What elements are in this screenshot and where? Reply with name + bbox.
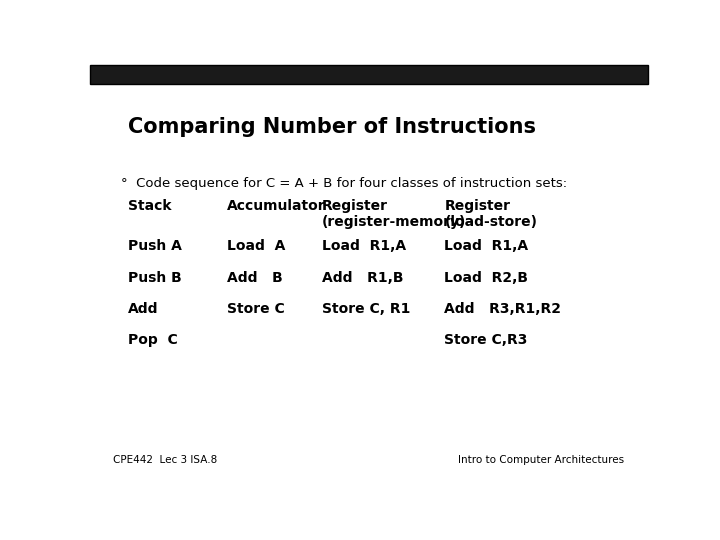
Text: Store C,R3: Store C,R3 [444, 333, 528, 347]
Text: CPE442  Lec 3 ISA.8: CPE442 Lec 3 ISA.8 [114, 455, 217, 465]
Text: Load  A: Load A [227, 239, 285, 253]
Text: Store C: Store C [227, 302, 284, 316]
Text: Stack: Stack [128, 199, 171, 213]
Text: Load  R1,A: Load R1,A [322, 239, 405, 253]
Text: Add: Add [128, 302, 158, 316]
Text: Register: Register [444, 199, 510, 213]
Text: (load-store): (load-store) [444, 215, 537, 230]
FancyBboxPatch shape [90, 65, 648, 84]
Text: Comparing Number of Instructions: Comparing Number of Instructions [128, 117, 536, 137]
Text: Pop  C: Pop C [128, 333, 178, 347]
Text: Push B: Push B [128, 271, 181, 285]
Text: °  Code sequence for C = A + B for four classes of instruction sets:: ° Code sequence for C = A + B for four c… [121, 177, 567, 190]
Text: Add   R1,B: Add R1,B [322, 271, 403, 285]
Text: Register: Register [322, 199, 387, 213]
Text: Intro to Computer Architectures: Intro to Computer Architectures [459, 455, 624, 465]
Text: Add   B: Add B [227, 271, 282, 285]
Text: Store C, R1: Store C, R1 [322, 302, 410, 316]
Text: Add   R3,R1,R2: Add R3,R1,R2 [444, 302, 562, 316]
Text: Push A: Push A [128, 239, 182, 253]
Text: Load  R2,B: Load R2,B [444, 271, 528, 285]
Text: Load  R1,A: Load R1,A [444, 239, 528, 253]
Text: Accumulator: Accumulator [227, 199, 325, 213]
Text: (register-memory): (register-memory) [322, 215, 466, 230]
